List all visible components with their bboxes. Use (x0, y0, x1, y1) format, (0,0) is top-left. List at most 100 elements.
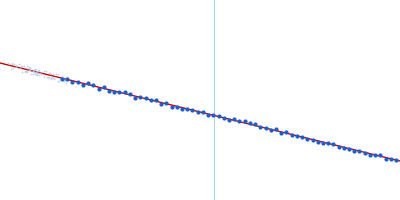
Point (33, 73, 40, 76)
Point (45, 77, 51, 80)
Point (393, 158, 399, 161)
Point (377, 154, 384, 157)
Point (294, 134, 300, 138)
Point (95, 87, 102, 90)
Point (74, 80, 81, 84)
Point (13, 64, 19, 67)
Point (13, 65, 19, 68)
Point (252, 123, 258, 126)
Point (10, 62, 17, 65)
Point (247, 122, 253, 125)
Point (22, 69, 28, 72)
Point (36, 70, 43, 73)
Point (5, 62, 11, 65)
Point (49, 77, 56, 80)
Point (31, 70, 38, 73)
Point (174, 106, 180, 109)
Point (320, 142, 326, 145)
Point (46, 71, 53, 75)
Point (27, 66, 33, 70)
Point (372, 153, 378, 156)
Point (24, 70, 30, 73)
Point (55, 79, 62, 82)
Point (61, 80, 67, 83)
Point (23, 66, 30, 70)
Point (148, 98, 154, 102)
Point (26, 65, 32, 68)
Point (13, 65, 20, 68)
Point (341, 146, 347, 149)
Point (325, 141, 331, 144)
Point (200, 110, 206, 113)
Point (33, 71, 39, 74)
Point (26, 68, 32, 71)
Point (40, 70, 47, 73)
Point (64, 77, 70, 80)
Point (6, 63, 13, 66)
Point (111, 90, 117, 93)
Point (21, 65, 27, 68)
Point (64, 76, 70, 79)
Point (356, 149, 363, 153)
Point (59, 76, 66, 79)
Point (32, 72, 38, 75)
Point (50, 73, 56, 76)
Point (158, 102, 164, 105)
Point (236, 120, 243, 123)
Point (299, 136, 305, 139)
Point (53, 72, 60, 75)
Point (189, 108, 196, 111)
Point (382, 157, 389, 160)
Point (18, 64, 24, 68)
Point (194, 110, 201, 113)
Point (90, 83, 96, 86)
Point (48, 77, 54, 80)
Point (179, 107, 185, 110)
Point (257, 125, 264, 129)
Point (34, 70, 40, 73)
Point (56, 79, 62, 82)
Point (220, 117, 227, 120)
Point (52, 75, 58, 79)
Point (9, 62, 15, 65)
Point (49, 76, 56, 79)
Point (48, 72, 55, 75)
Point (367, 153, 373, 157)
Point (231, 117, 238, 120)
Point (59, 77, 66, 80)
Point (46, 71, 52, 74)
Point (34, 74, 41, 77)
Point (44, 75, 51, 79)
Point (9, 67, 16, 70)
Point (17, 67, 24, 70)
Point (335, 146, 342, 149)
Point (268, 128, 274, 131)
Point (142, 97, 149, 100)
Point (226, 118, 232, 121)
Point (168, 105, 175, 108)
Point (8, 67, 14, 71)
Point (9, 62, 16, 66)
Point (184, 108, 190, 111)
Point (55, 72, 62, 76)
Point (19, 70, 25, 73)
Point (132, 96, 138, 99)
Point (30, 67, 37, 70)
Point (59, 75, 66, 78)
Point (43, 70, 49, 73)
Point (62, 78, 68, 81)
Point (30, 70, 36, 73)
Point (23, 69, 30, 73)
Point (39, 71, 46, 74)
Point (122, 91, 128, 94)
Point (37, 71, 44, 74)
Point (362, 151, 368, 154)
Point (242, 120, 248, 123)
Point (62, 78, 68, 82)
Point (59, 78, 65, 81)
Point (116, 90, 123, 94)
Point (351, 150, 358, 153)
Point (210, 113, 216, 116)
Point (80, 83, 86, 86)
Point (32, 68, 38, 72)
